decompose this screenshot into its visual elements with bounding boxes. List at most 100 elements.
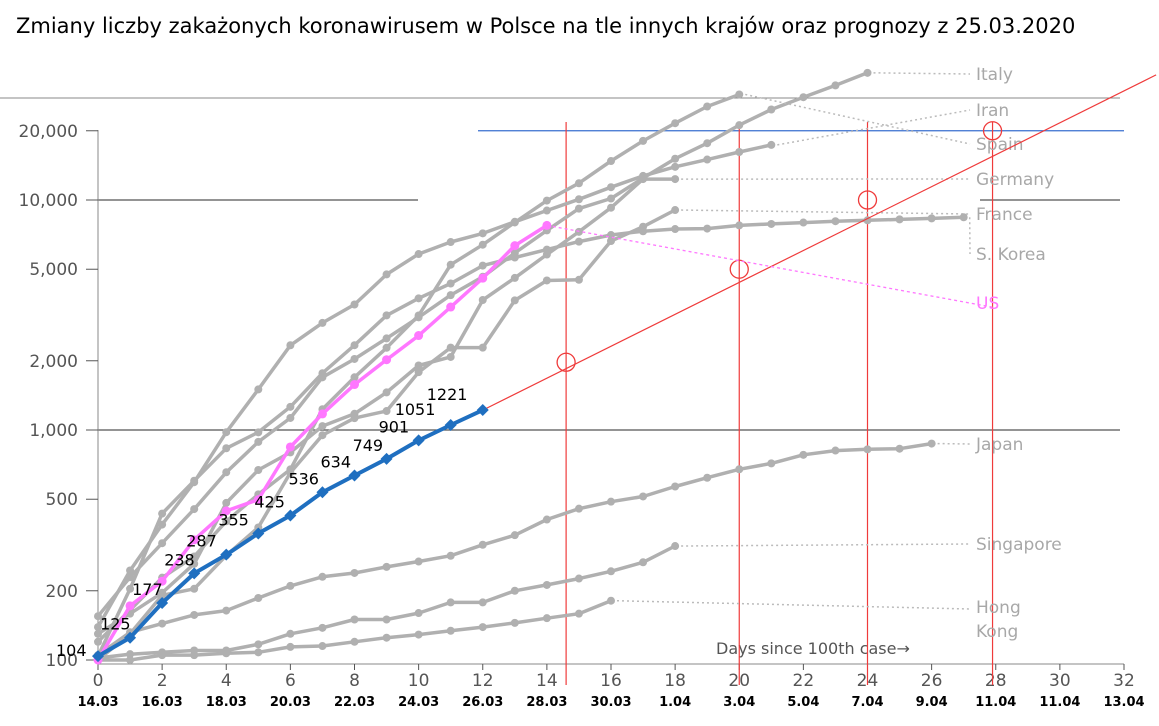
- poland-data-label: 125: [100, 615, 131, 634]
- series-point: [510, 253, 519, 262]
- series-point: [574, 204, 583, 213]
- x-date-label: 7.04: [851, 695, 883, 710]
- series-point-us: [221, 506, 231, 516]
- series-point: [318, 369, 327, 378]
- series-point: [478, 540, 487, 549]
- series-point: [607, 596, 615, 605]
- series-point: [254, 428, 263, 437]
- series-point: [350, 373, 359, 382]
- series-point: [510, 531, 519, 540]
- poland-data-label: 177: [132, 580, 163, 599]
- series-point: [639, 175, 648, 184]
- series-label: Kong: [976, 622, 1018, 642]
- poland-data-label: 287: [186, 532, 217, 551]
- series-point-poland: [444, 419, 457, 432]
- x-tick-label: 10: [408, 671, 430, 691]
- series-point: [863, 216, 872, 225]
- series-point: [318, 318, 327, 327]
- y-tick-label: 20,000: [19, 122, 78, 142]
- series-point: [735, 121, 744, 130]
- series-point: [574, 195, 583, 204]
- y-tick-label: 2,000: [29, 352, 78, 372]
- x-date-label: 16.03: [142, 695, 183, 710]
- series-leader-line: [616, 599, 971, 610]
- series-label: France: [976, 205, 1033, 225]
- series-point: [222, 444, 231, 453]
- poland-data-label: 901: [379, 417, 410, 436]
- series-point: [639, 136, 648, 145]
- series-point: [190, 476, 199, 485]
- forecast-circle: [556, 352, 576, 372]
- series-point: [350, 300, 359, 309]
- series-point: [318, 623, 327, 632]
- series-point: [382, 343, 391, 352]
- poland-data-label: 104: [56, 641, 87, 660]
- series-point: [799, 450, 808, 459]
- series-point: [382, 615, 391, 624]
- series-point-poland: [124, 631, 137, 644]
- series-line-iran: [96, 143, 772, 628]
- series-label: Germany: [976, 170, 1054, 190]
- series-point: [350, 414, 359, 423]
- series-point-us: [317, 409, 327, 419]
- series-point: [607, 567, 615, 576]
- series-point: [927, 214, 936, 223]
- x-date-label: 24.03: [398, 695, 439, 710]
- series-point-us: [478, 273, 488, 283]
- series-point: [607, 497, 615, 506]
- series-point: [286, 341, 295, 350]
- series-point: [542, 614, 551, 623]
- series-point-us: [542, 220, 552, 230]
- series-point-us: [253, 495, 263, 505]
- x-date-label: 3.04: [723, 695, 755, 710]
- series-point: [318, 431, 327, 440]
- x-date-label: 30.03: [590, 695, 631, 710]
- series-point: [254, 437, 263, 446]
- series-point: [222, 649, 231, 658]
- series-point: [671, 154, 680, 163]
- x-tick-label: 18: [664, 671, 686, 691]
- series-point: [350, 354, 359, 363]
- series-point-poland: [348, 469, 361, 482]
- x-date-label: 11.04: [1039, 695, 1080, 710]
- series-point-poland: [316, 486, 329, 499]
- series-point: [478, 240, 487, 249]
- series-point: [574, 275, 583, 284]
- series-point: [286, 402, 295, 411]
- series-point: [414, 609, 423, 618]
- x-tick-label: 22: [793, 671, 815, 691]
- series-point-us: [446, 302, 456, 312]
- x-date-label: 5.04: [787, 695, 819, 710]
- x-date-label: 1.04: [659, 695, 691, 710]
- series-point: [222, 517, 231, 526]
- series-point: [222, 498, 231, 507]
- y-tick-label: 100: [46, 651, 78, 671]
- series-point: [735, 90, 744, 99]
- series-point: [863, 445, 872, 454]
- series-point: [222, 468, 231, 477]
- series-point: [350, 341, 359, 350]
- series-point: [158, 619, 167, 628]
- series-point: [607, 237, 615, 246]
- series-point: [671, 162, 680, 171]
- series-point: [478, 261, 487, 270]
- series-point: [190, 559, 199, 568]
- x-tick-label: 30: [1049, 671, 1071, 691]
- series-point: [703, 155, 712, 164]
- x-tick-label: 12: [472, 671, 494, 691]
- series-label: Japan: [975, 435, 1023, 455]
- x-tick-label: 26: [921, 671, 943, 691]
- series-point: [574, 504, 583, 513]
- series-point: [703, 473, 712, 482]
- x-tick-label: 4: [221, 671, 232, 691]
- series-point: [414, 311, 423, 320]
- x-tick-label: 16: [600, 671, 622, 691]
- series-point: [639, 558, 648, 567]
- series-point: [607, 203, 615, 212]
- series-point: [350, 615, 359, 624]
- series-point: [767, 219, 776, 228]
- series-point: [446, 352, 455, 361]
- chart-title: Zmiany liczby zakażonych koronawirusem w…: [16, 14, 1076, 38]
- series-point: [863, 68, 872, 77]
